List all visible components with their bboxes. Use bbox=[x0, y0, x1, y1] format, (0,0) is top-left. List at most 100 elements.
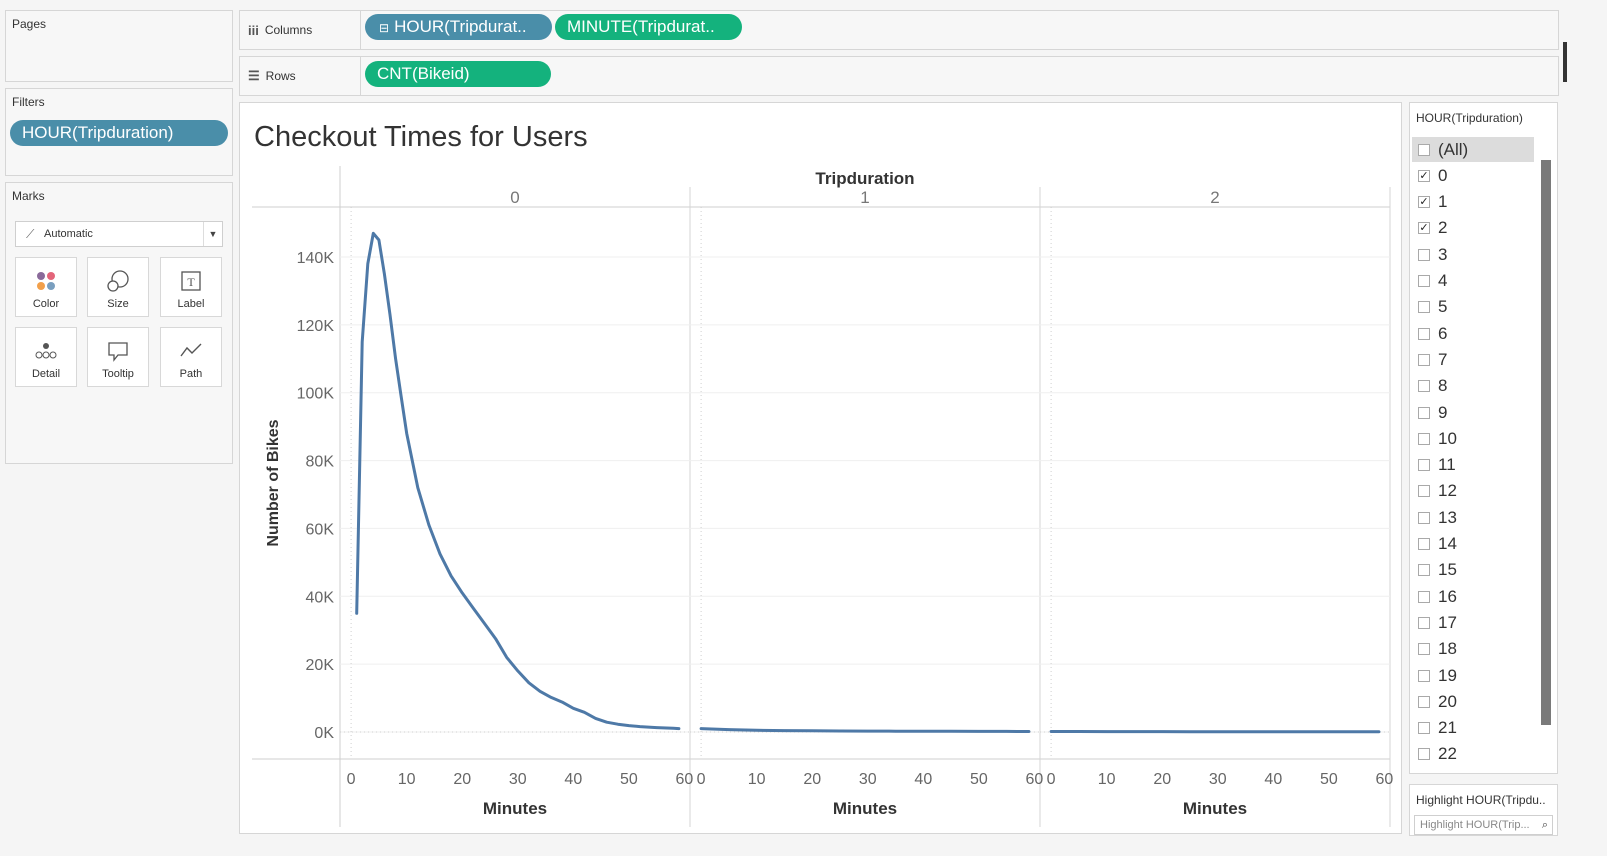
y-axis-label: Number of Bikes bbox=[265, 419, 282, 546]
columns-pill-hour[interactable]: ⊟ HOUR(Tripdurat.. bbox=[365, 14, 552, 40]
checkbox-icon[interactable] bbox=[1418, 459, 1430, 472]
filter-item[interactable]: 18 bbox=[1412, 637, 1534, 662]
text-label-icon: T bbox=[161, 266, 221, 296]
filter-item[interactable]: 17 bbox=[1412, 610, 1534, 635]
checkbox-icon[interactable] bbox=[1418, 643, 1430, 656]
filter-item-label: 21 bbox=[1438, 718, 1457, 738]
detail-button[interactable]: Detail bbox=[15, 327, 77, 387]
columns-shelf[interactable]: iii Columns ⊟ HOUR(Tripdurat.. MINUTE(Tri… bbox=[239, 10, 1559, 50]
x-tick-label: 0 bbox=[697, 771, 706, 788]
marks-card: Marks ⟋ Automatic ▼ Color Size T Label D… bbox=[5, 182, 233, 464]
checkbox-icon[interactable] bbox=[1418, 248, 1430, 261]
filter-item[interactable]: ✓ 2 bbox=[1412, 216, 1534, 241]
checkbox-icon[interactable] bbox=[1418, 485, 1430, 498]
x-tick-label: 30 bbox=[859, 771, 877, 788]
checkbox-checked-icon[interactable]: ✓ bbox=[1418, 222, 1430, 235]
filter-item-label: 3 bbox=[1438, 244, 1448, 264]
columns-label: Columns bbox=[264, 23, 313, 37]
checkbox-icon[interactable] bbox=[1418, 143, 1430, 156]
x-tick-label: 0 bbox=[347, 771, 356, 788]
checkbox-icon[interactable] bbox=[1418, 511, 1430, 524]
label-button[interactable]: T Label bbox=[160, 257, 222, 317]
checkbox-icon[interactable] bbox=[1418, 353, 1430, 366]
filter-item[interactable]: 7 bbox=[1412, 347, 1534, 372]
x-tick-label: 50 bbox=[1320, 771, 1338, 788]
filter-item-label: 9 bbox=[1438, 402, 1448, 422]
highlight-title: Highlight HOUR(Tripdu.. bbox=[1416, 793, 1546, 807]
path-button[interactable]: Path bbox=[160, 327, 222, 387]
color-button[interactable]: Color bbox=[15, 257, 77, 317]
filter-scroll-thumb[interactable] bbox=[1541, 160, 1551, 725]
filter-item[interactable]: 8 bbox=[1412, 374, 1534, 399]
columns-pill-hour-label: HOUR(Tripdurat.. bbox=[394, 17, 527, 36]
size-button[interactable]: Size bbox=[87, 257, 149, 317]
columns-icon: iii bbox=[248, 22, 259, 38]
collapse-icon[interactable]: ⊟ bbox=[379, 21, 390, 35]
columns-pill-minute[interactable]: MINUTE(Tripdurat.. bbox=[555, 14, 742, 40]
checkbox-icon[interactable] bbox=[1418, 406, 1430, 419]
y-tick-label: 120K bbox=[297, 318, 335, 335]
filter-item[interactable]: 5 bbox=[1412, 295, 1534, 320]
viz-area[interactable]: Checkout Times for Users Tripduration 0K 2… bbox=[239, 102, 1402, 834]
mark-type-dropdown[interactable]: ⟋ Automatic ▼ bbox=[15, 221, 223, 247]
filter-item[interactable]: 19 bbox=[1412, 663, 1534, 688]
y-tick-label: 80K bbox=[306, 454, 335, 471]
filter-item[interactable]: 9 bbox=[1412, 400, 1534, 425]
checkbox-icon[interactable] bbox=[1418, 432, 1430, 445]
filter-item[interactable]: 15 bbox=[1412, 558, 1534, 583]
x-tick-label: 0 bbox=[1047, 771, 1056, 788]
checkbox-icon[interactable] bbox=[1418, 669, 1430, 682]
y-tick-label: 60K bbox=[306, 521, 335, 538]
size-label: Size bbox=[107, 298, 129, 310]
filter-item[interactable]: (All) bbox=[1412, 137, 1534, 162]
filter-item[interactable]: 3 bbox=[1412, 242, 1534, 267]
filter-item[interactable]: 21 bbox=[1412, 716, 1534, 741]
tooltip-button[interactable]: Tooltip bbox=[87, 327, 149, 387]
checkbox-icon[interactable] bbox=[1418, 380, 1430, 393]
filter-item-label: 14 bbox=[1438, 534, 1457, 553]
filter-item[interactable]: 20 bbox=[1412, 689, 1534, 714]
columns-shelf-label: iii Columns bbox=[240, 11, 361, 49]
filter-item[interactable]: 11 bbox=[1412, 453, 1534, 478]
filter-item[interactable]: 12 bbox=[1412, 479, 1534, 504]
line-chart[interactable]: Tripduration 0K 20K 40K 60K 80K 100K 120K 140K Nu… bbox=[240, 103, 1401, 833]
filter-item-label: 18 bbox=[1438, 639, 1457, 659]
rows-pill-count[interactable]: CNT(Bikeid) bbox=[365, 61, 551, 87]
highlight-search-input[interactable]: Highlight HOUR(Trip... ⌕ bbox=[1414, 815, 1553, 835]
filter-item-label: 19 bbox=[1438, 665, 1457, 685]
color-icon bbox=[16, 266, 76, 296]
rows-shelf[interactable]: ☰ Rows CNT(Bikeid) bbox=[239, 56, 1559, 96]
checkbox-icon[interactable] bbox=[1418, 564, 1430, 577]
checkbox-icon[interactable] bbox=[1418, 327, 1430, 340]
filter-item[interactable]: 4 bbox=[1412, 269, 1534, 294]
filter-item[interactable]: ✓ 0 bbox=[1412, 163, 1534, 188]
filter-item[interactable]: 22 bbox=[1412, 742, 1534, 767]
filter-item-label: 7 bbox=[1438, 349, 1448, 369]
filter-item[interactable]: 6 bbox=[1412, 321, 1534, 346]
filter-item[interactable]: 13 bbox=[1412, 505, 1534, 530]
pages-card[interactable]: Pages bbox=[5, 10, 233, 82]
filter-item[interactable]: 16 bbox=[1412, 584, 1534, 609]
filter-item[interactable]: ✓ 1 bbox=[1412, 190, 1534, 215]
hour-filter-title: HOUR(Tripduration) bbox=[1416, 111, 1523, 125]
filter-item[interactable]: 10 bbox=[1412, 426, 1534, 451]
filter-item-label: 11 bbox=[1438, 455, 1456, 475]
checkbox-icon[interactable] bbox=[1418, 275, 1430, 287]
checkbox-checked-icon[interactable]: ✓ bbox=[1418, 196, 1430, 209]
checkbox-icon[interactable] bbox=[1418, 616, 1430, 629]
checkbox-icon[interactable] bbox=[1418, 748, 1430, 761]
checkbox-icon[interactable] bbox=[1418, 301, 1430, 314]
filters-card[interactable]: Filters HOUR(Tripduration) bbox=[5, 88, 233, 176]
line-mark-icon: ⟋ bbox=[26, 227, 35, 241]
checkbox-icon[interactable] bbox=[1418, 722, 1430, 735]
checkbox-icon[interactable] bbox=[1418, 695, 1430, 708]
filter-pill[interactable]: HOUR(Tripduration) bbox=[10, 120, 228, 146]
filter-item[interactable]: 14 bbox=[1412, 532, 1534, 557]
chevron-down-icon[interactable]: ▼ bbox=[203, 222, 222, 246]
checkbox-icon[interactable] bbox=[1418, 590, 1430, 603]
y-tick-label: 0K bbox=[314, 725, 334, 742]
filter-item-label: 0 bbox=[1438, 165, 1448, 185]
filter-item-label: 15 bbox=[1438, 560, 1457, 580]
checkbox-icon[interactable] bbox=[1418, 538, 1430, 550]
checkbox-checked-icon[interactable]: ✓ bbox=[1418, 169, 1430, 182]
